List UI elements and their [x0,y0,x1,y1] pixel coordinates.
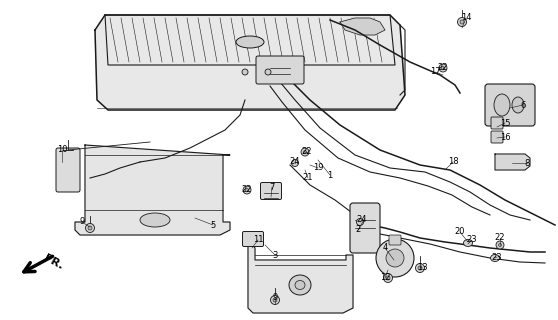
Ellipse shape [301,148,309,156]
Text: 5: 5 [210,220,215,229]
Text: 24: 24 [290,157,300,166]
FancyBboxPatch shape [56,148,80,192]
Ellipse shape [441,67,445,69]
Text: 9: 9 [79,218,85,227]
Text: 10: 10 [57,146,68,155]
FancyBboxPatch shape [261,182,281,199]
Ellipse shape [236,36,264,48]
Ellipse shape [383,274,392,283]
Ellipse shape [416,263,425,273]
Ellipse shape [295,281,305,290]
Ellipse shape [88,226,92,230]
Ellipse shape [490,254,499,261]
Polygon shape [340,18,385,35]
Text: 15: 15 [500,118,510,127]
Ellipse shape [273,298,277,302]
Ellipse shape [458,18,466,27]
Ellipse shape [265,69,271,75]
FancyBboxPatch shape [485,84,535,126]
Ellipse shape [357,219,363,226]
Text: 23: 23 [466,236,477,244]
FancyBboxPatch shape [389,235,401,245]
Text: 4: 4 [382,244,388,252]
Polygon shape [75,145,230,235]
Polygon shape [248,240,353,313]
Text: 2: 2 [355,226,360,235]
Text: 12: 12 [380,274,390,283]
Text: 9: 9 [272,293,278,302]
Ellipse shape [289,275,311,295]
FancyBboxPatch shape [350,203,380,253]
Text: 8: 8 [525,158,530,167]
Text: 20: 20 [455,228,465,236]
Text: 23: 23 [492,252,502,261]
Text: 18: 18 [448,157,458,166]
Ellipse shape [140,213,170,227]
Ellipse shape [386,249,404,267]
Ellipse shape [496,241,504,249]
Text: 22: 22 [495,234,505,243]
Ellipse shape [243,186,251,194]
Text: 21: 21 [303,173,313,182]
Text: 14: 14 [461,13,472,22]
Polygon shape [495,154,530,170]
Text: 13: 13 [417,263,427,273]
Text: 16: 16 [499,132,511,141]
Text: 22: 22 [242,186,252,195]
Ellipse shape [498,244,502,246]
FancyBboxPatch shape [243,231,263,246]
Text: FR.: FR. [42,253,65,271]
Text: 22: 22 [302,148,312,156]
Text: 19: 19 [312,164,323,172]
Ellipse shape [439,64,447,72]
Text: 11: 11 [253,236,263,244]
Ellipse shape [246,188,248,191]
Ellipse shape [464,239,473,246]
Text: 6: 6 [520,100,526,109]
Text: 22: 22 [437,62,448,71]
FancyBboxPatch shape [491,131,503,143]
Ellipse shape [242,69,248,75]
FancyBboxPatch shape [256,56,304,84]
Ellipse shape [291,159,299,166]
Text: 3: 3 [272,251,278,260]
Ellipse shape [304,150,306,154]
Ellipse shape [418,266,422,270]
Ellipse shape [494,94,510,116]
Ellipse shape [386,276,390,280]
Text: 17: 17 [430,68,440,76]
Polygon shape [95,15,405,110]
Text: 7: 7 [270,182,275,191]
Ellipse shape [460,20,464,24]
Text: 24: 24 [357,215,367,225]
Ellipse shape [271,295,280,305]
Text: 1: 1 [328,171,333,180]
Ellipse shape [512,97,524,113]
Ellipse shape [376,239,414,277]
FancyBboxPatch shape [491,117,503,129]
Ellipse shape [85,223,94,233]
